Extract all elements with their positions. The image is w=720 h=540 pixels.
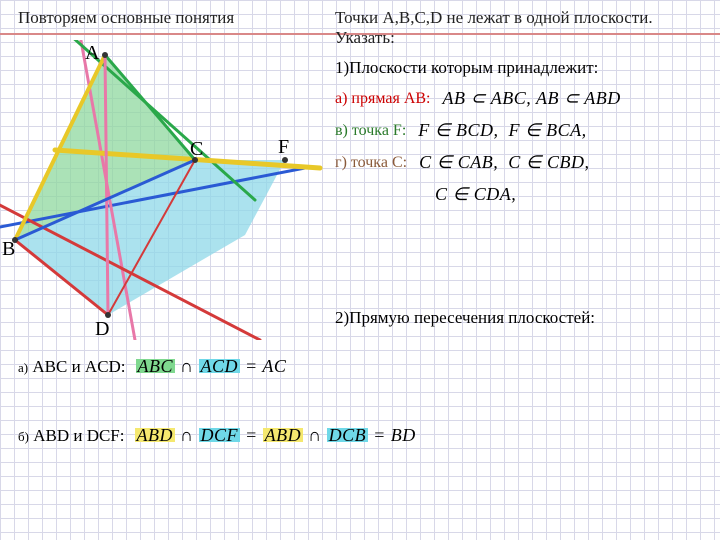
answer-v: в) точка F: F ∈ BCD, F ∈ BCA,	[335, 120, 587, 141]
row-a-formula: ABC ∩ ACD = AC	[136, 356, 287, 377]
title-left: Повторяем основные понятия	[18, 8, 234, 28]
title-right-2: Указать:	[335, 28, 395, 47]
row-a-prefix: а) АВС и ACD:	[18, 357, 126, 377]
question-1: 1)Плоскости которым принадлежит:	[335, 58, 598, 78]
point-label-d: D	[95, 318, 109, 341]
row-b-formula: ABD ∩ DCF = ABD ∩ DCB = BD	[135, 425, 416, 446]
answer-g: г) точка С: C ∈ CAB, C ∈ CBD,	[335, 152, 589, 173]
title-right: Точки А,В,С,D не лежат в одной плоскости…	[335, 8, 653, 49]
title-right-1: Точки А,В,С,D не лежат в одной плоскости…	[335, 8, 653, 27]
point-label-a: A	[85, 42, 99, 65]
answer-g-formula-2: C ∈ CDA,	[435, 184, 516, 205]
answer-a: а) прямая АВ: AB ⊂ ABC, AB ⊂ ABD	[335, 88, 621, 109]
answer-v-formula: F ∈ BCD, F ∈ BCA,	[418, 120, 586, 141]
answer-g-formula: C ∈ CAB, C ∈ CBD,	[419, 152, 589, 173]
answer-a-formula: AB ⊂ ABC, AB ⊂ ABD	[443, 88, 621, 109]
row-b-prefix: б) ABD и DCF:	[18, 426, 125, 446]
point-label-f: F	[278, 136, 289, 159]
diagram-svg	[0, 40, 330, 340]
geometry-diagram: A B C D F	[0, 40, 330, 340]
row-a: а) АВС и ACD: ABC ∩ ACD = AC	[18, 356, 286, 377]
answer-v-label: в) точка F:	[335, 122, 406, 140]
answer-g-label: г) точка С:	[335, 154, 407, 172]
question-2: 2)Прямую пересечения плоскостей:	[335, 308, 595, 328]
row-b: б) ABD и DCF: ABD ∩ DCF = ABD ∩ DCB = BD	[18, 425, 416, 446]
point-label-b: B	[2, 238, 15, 261]
point-label-c: C	[190, 138, 203, 161]
answer-a-label: а) прямая АВ:	[335, 90, 431, 108]
